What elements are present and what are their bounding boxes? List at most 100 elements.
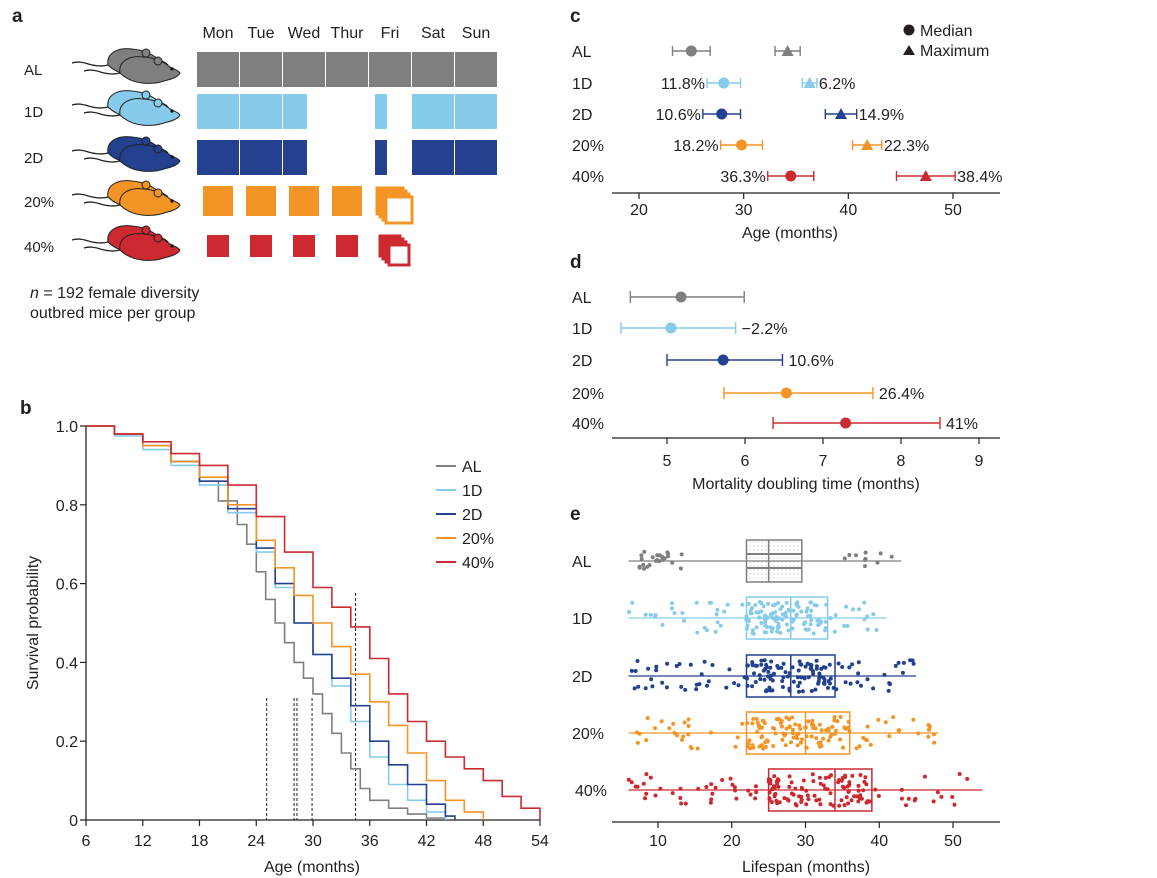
lifespan-point — [682, 618, 687, 623]
panel-e-label: e — [570, 504, 581, 525]
lifespan-point — [761, 604, 766, 609]
lifespan-point — [762, 658, 767, 663]
lifespan-point — [790, 715, 795, 720]
lifespan-point — [635, 784, 640, 789]
lifespan-point — [709, 797, 714, 802]
lifespan-point — [799, 785, 804, 790]
food-1d-fri — [375, 94, 387, 129]
lifespan-point — [911, 661, 916, 666]
lifespan-point — [642, 566, 646, 571]
lifespan-point — [781, 661, 786, 666]
y-tick-label-3: 0.6 — [56, 577, 78, 594]
lifespan-point — [680, 737, 684, 742]
lifespan-point — [840, 784, 845, 789]
lifespan-point — [753, 603, 758, 607]
median-point-al — [685, 45, 697, 57]
lifespan-point — [808, 613, 813, 618]
lifespan-point — [766, 674, 770, 679]
weekday-headers: Mon Tue Wed Thur Fri Sat Sun — [202, 25, 490, 42]
panel-b-label: b — [20, 398, 32, 419]
lifespan-point — [764, 689, 768, 694]
panel-a-label: a — [12, 6, 23, 27]
lifespan-point — [830, 724, 835, 729]
lifespan-point — [926, 734, 931, 739]
lifespan-point — [855, 680, 860, 685]
lifespan-point — [833, 613, 838, 618]
group-rows: AL 1D 11.8% 6.2% 2D 10.6% 14.9% 20% 18.2% 22.3% 40… — [572, 44, 1002, 186]
lifespan-point — [713, 629, 718, 634]
mouse-body-icon — [119, 188, 181, 216]
lifespan-point — [906, 796, 911, 801]
lifespan-point — [878, 551, 883, 556]
lifespan-point — [694, 682, 699, 687]
median-change-label-2d: 10.6% — [655, 107, 700, 124]
x-tick-label-9: 9 — [975, 453, 984, 470]
lifespan-point — [833, 728, 838, 733]
x-tick-label-42: 42 — [418, 833, 436, 850]
food-2d-wed — [283, 140, 307, 175]
y-tick-label-4: 0.8 — [56, 498, 78, 515]
mouse-body-icon — [119, 98, 181, 126]
lifespan-point — [806, 797, 811, 802]
lifespan-point — [783, 743, 788, 748]
mouse-tail-icon — [71, 149, 109, 155]
food-1d-wed — [283, 94, 307, 129]
lifespan-point — [633, 669, 638, 673]
lifespan-point — [809, 734, 814, 739]
group-label-al: AL — [572, 290, 592, 307]
iqr-box-20pct — [745, 711, 851, 755]
lifespan-point — [770, 626, 775, 631]
lifespan-point — [795, 675, 800, 680]
lifespan-point — [782, 796, 787, 801]
change-label-1d: −2.2% — [742, 321, 788, 338]
lifespan-point — [645, 564, 650, 569]
mouse-tail-icon — [83, 201, 121, 207]
lifespan-point — [641, 781, 646, 786]
lifespan-point — [809, 608, 814, 613]
group-label-20pct: 20% — [24, 194, 54, 211]
lifespan-point — [900, 670, 905, 675]
lifespan-point — [813, 687, 818, 692]
lifespan-point — [806, 719, 811, 724]
lifespan-point — [764, 625, 769, 629]
lifespan-point — [786, 628, 791, 633]
lifespan-point — [771, 744, 776, 748]
median-change-label-20pct: 18.2% — [673, 138, 718, 155]
lifespan-point — [841, 745, 846, 750]
lifespan-point — [761, 668, 766, 673]
lifespan-point — [786, 798, 791, 803]
lifespan-point — [854, 553, 858, 558]
lifespan-point — [804, 627, 809, 632]
lifespan-point — [784, 600, 789, 605]
lifespan-point — [686, 717, 691, 722]
lifespan-point — [794, 803, 799, 808]
lifespan-point — [785, 674, 790, 679]
group-label-40pct: 40% — [572, 416, 604, 433]
survival-curve-20pct — [86, 425, 485, 820]
lifespan-point — [787, 717, 792, 722]
lifespan-point — [809, 618, 814, 623]
group-label-al: AL — [572, 44, 592, 61]
lifespan-point — [644, 791, 649, 796]
lifespan-point — [662, 556, 667, 561]
lifespan-point — [666, 554, 671, 559]
lifespan-point — [761, 746, 766, 751]
lifespan-point — [814, 736, 819, 741]
lifespan-point — [816, 623, 821, 628]
x-tick-label-40: 40 — [839, 202, 857, 219]
x-tick-label-30: 30 — [304, 833, 322, 850]
lifespan-point — [797, 794, 802, 799]
lifespan-point — [859, 796, 864, 801]
panel-c-lifespan-chart: c AL 1D 11.8% 6.2% 2D 10.6% 14.9% 20% 18.2% 22.3%… — [570, 6, 1002, 242]
lifespan-point — [864, 738, 869, 743]
lifespan-point — [856, 671, 861, 676]
lifespan-point — [702, 625, 707, 630]
lifespan-point — [876, 794, 881, 798]
lifespan-point — [769, 629, 774, 634]
mouse-tail-icon — [71, 61, 109, 67]
lifespan-point — [748, 611, 753, 616]
lifespan-point — [694, 600, 699, 605]
median-point-40pct — [785, 170, 797, 182]
lifespan-point — [778, 607, 783, 612]
lifespan-point — [805, 606, 810, 611]
